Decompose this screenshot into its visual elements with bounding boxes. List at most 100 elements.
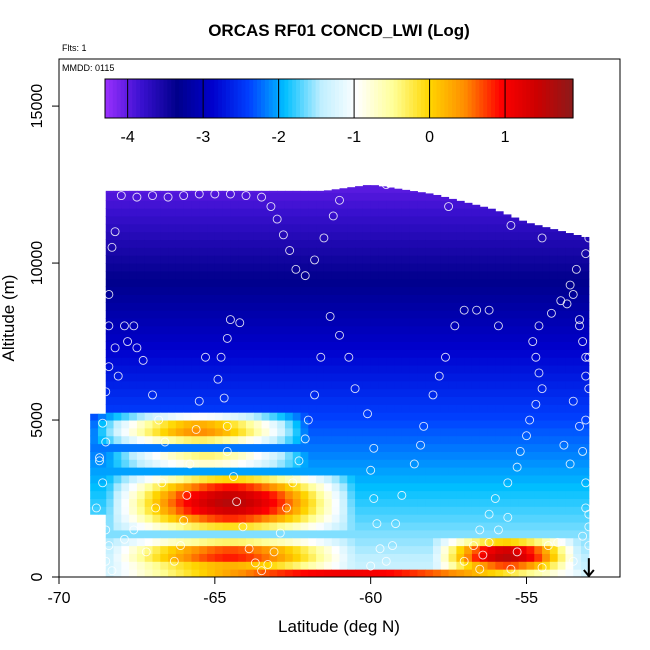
heatmap-cell	[417, 498, 426, 507]
heatmap-cell	[144, 357, 153, 366]
heatmap-cell	[394, 561, 403, 570]
heatmap-cell	[355, 490, 364, 500]
heatmap-cell	[417, 365, 426, 374]
track-point	[282, 503, 291, 513]
heatmap-cell	[471, 223, 481, 233]
heatmap-cell	[557, 302, 566, 311]
heatmap-cell	[300, 537, 309, 547]
heatmap-cell	[518, 278, 527, 288]
heatmap-cell	[152, 294, 161, 303]
heatmap-cell	[370, 545, 379, 554]
heatmap-cell	[175, 294, 185, 303]
heatmap-cell	[308, 443, 317, 452]
heatmap-cell	[246, 553, 255, 562]
heatmap-cell	[549, 357, 559, 366]
heatmap-cell	[214, 467, 224, 476]
heatmap-cell	[300, 490, 309, 500]
heatmap-cell	[199, 388, 208, 397]
heatmap-cell	[144, 474, 153, 484]
track-point	[119, 534, 129, 544]
heatmap-cell	[425, 333, 434, 343]
heatmap-cell	[183, 529, 192, 539]
heatmap-cell	[581, 514, 590, 523]
heatmap-cell	[362, 537, 372, 547]
heatmap-cell	[518, 482, 527, 492]
heatmap-cell	[557, 561, 566, 570]
heatmap-cell	[238, 302, 247, 311]
heatmap-cell	[323, 325, 333, 335]
heatmap-cell	[199, 420, 208, 429]
heatmap-cell	[277, 451, 286, 460]
heatmap-cell	[557, 435, 566, 445]
heatmap-cell	[308, 333, 317, 343]
heatmap-cell	[316, 412, 325, 421]
heatmap-cell	[362, 490, 372, 500]
heatmap-cell	[308, 467, 317, 476]
heatmap-cell	[175, 427, 185, 437]
heatmap-cell	[479, 459, 489, 468]
heatmap-cell	[121, 263, 130, 272]
heatmap-cell	[175, 318, 185, 327]
heatmap-cell	[121, 420, 130, 429]
heatmap-cell	[362, 396, 372, 405]
heatmap-cell	[199, 569, 208, 577]
heatmap-cell	[534, 380, 543, 390]
heatmap-cell	[464, 506, 473, 515]
heatmap-cell	[152, 388, 161, 397]
heatmap-cell	[183, 270, 192, 280]
heatmap-cell	[495, 514, 504, 523]
heatmap-cell	[464, 294, 473, 303]
heatmap-cell	[105, 190, 115, 193]
heatmap-cell	[573, 553, 582, 562]
heatmap-cell	[347, 310, 356, 319]
heatmap-cell	[253, 357, 263, 366]
heatmap-cell	[323, 412, 333, 421]
track-point	[101, 437, 111, 447]
heatmap-cell	[136, 325, 146, 335]
heatmap-cell	[105, 208, 115, 217]
heatmap-cell	[370, 263, 379, 272]
heatmap-cell	[456, 412, 465, 421]
heatmap-cell	[323, 388, 333, 397]
heatmap-cell	[136, 569, 146, 577]
heatmap-cell	[526, 341, 535, 350]
heatmap-cell	[471, 412, 481, 421]
colorbar-segment	[108, 79, 114, 118]
heatmap-cell	[316, 522, 325, 531]
heatmap-cell	[542, 255, 551, 264]
heatmap-cell	[386, 498, 395, 507]
heatmap-field	[90, 185, 590, 577]
heatmap-cell	[355, 420, 364, 429]
heatmap-cell	[246, 310, 255, 319]
heatmap-cell	[323, 569, 333, 577]
heatmap-cell	[129, 208, 138, 217]
heatmap-cell	[518, 467, 527, 476]
heatmap-cell	[113, 388, 122, 397]
heatmap-cell	[121, 459, 130, 468]
heatmap-cell	[277, 490, 286, 500]
heatmap-cell	[277, 247, 286, 256]
heatmap-cell	[526, 459, 535, 468]
heatmap-cell	[144, 263, 153, 272]
heatmap-cell	[471, 215, 481, 225]
heatmap-cell	[409, 365, 418, 374]
heatmap-cell	[144, 482, 153, 492]
heatmap-cell	[144, 223, 153, 233]
heatmap-cell	[440, 545, 450, 554]
heatmap-cell	[479, 380, 489, 390]
heatmap-cell	[230, 380, 239, 390]
heatmap-cell	[152, 200, 161, 209]
heatmap-cell	[362, 474, 372, 484]
heatmap-cell	[269, 190, 278, 193]
heatmap-cell	[300, 553, 309, 562]
track-point	[581, 249, 591, 259]
heatmap-cell	[573, 545, 582, 554]
heatmap-cell	[261, 255, 270, 264]
heatmap-cell	[370, 435, 379, 445]
heatmap-cell	[471, 325, 481, 335]
heatmap-cell	[378, 357, 387, 366]
heatmap-cell	[448, 239, 457, 248]
heatmap-cell	[183, 404, 192, 413]
heatmap-cell	[479, 443, 489, 452]
heatmap-cell	[448, 553, 457, 562]
